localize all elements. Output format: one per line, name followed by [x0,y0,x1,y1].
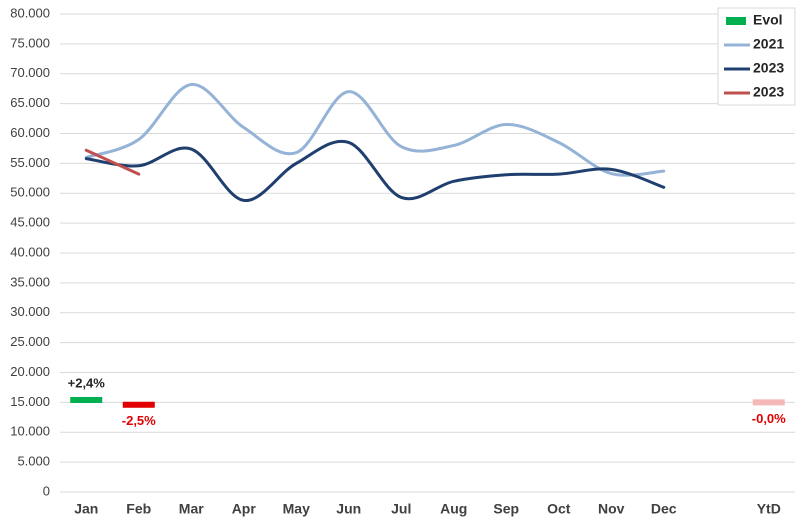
y-tick-label: 10.000 [10,424,50,439]
legend-label: 2023 [753,60,784,76]
evol-bar [122,401,155,408]
x-tick-label: Aug [440,501,467,517]
x-tick-label: Jun [336,501,361,517]
y-tick-label: 20.000 [10,364,50,379]
y-tick-label: 15.000 [10,394,50,409]
y-tick-label: 50.000 [10,185,50,200]
x-tick-label: Sep [493,501,519,517]
y-tick-label: 25.000 [10,334,50,349]
y-tick-label: 45.000 [10,215,50,230]
y-tick-label: 35.000 [10,274,50,289]
x-tick-label: Jan [74,501,98,517]
x-tick-label: Feb [126,501,151,517]
evol-label: +2,4% [68,375,106,390]
series-line [84,139,666,202]
evol-label: -2,5% [122,413,156,428]
x-tick-label: Mar [179,501,204,517]
y-tick-label: 5.000 [17,454,50,469]
x-tick-label: Jul [391,501,411,517]
legend-label: 2021 [753,36,784,52]
y-tick-label: 30.000 [10,304,50,319]
x-tick-label: Apr [232,501,257,517]
x-tick-label: Dec [651,501,677,517]
y-tick-label: 55.000 [10,155,50,170]
x-tick-label: YtD [757,501,781,517]
legend-swatch [726,17,746,25]
series-line [84,83,666,177]
x-tick-label: Nov [598,501,625,517]
y-tick-label: 0 [43,483,50,498]
x-tick-label: May [283,501,310,517]
evol-bar [752,399,785,406]
y-tick-label: 40.000 [10,244,50,259]
legend-label: Evol [753,12,783,28]
series-line [84,148,141,176]
y-tick-label: 60.000 [10,125,50,140]
y-tick-label: 70.000 [10,65,50,80]
legend-label: 2023 [753,84,784,100]
evol-label: -0,0% [752,411,786,426]
y-tick-label: 75.000 [10,35,50,50]
evol-bar [70,396,103,403]
y-tick-label: 65.000 [10,95,50,110]
y-tick-label: 80.000 [10,5,50,20]
x-tick-label: Oct [547,501,571,517]
